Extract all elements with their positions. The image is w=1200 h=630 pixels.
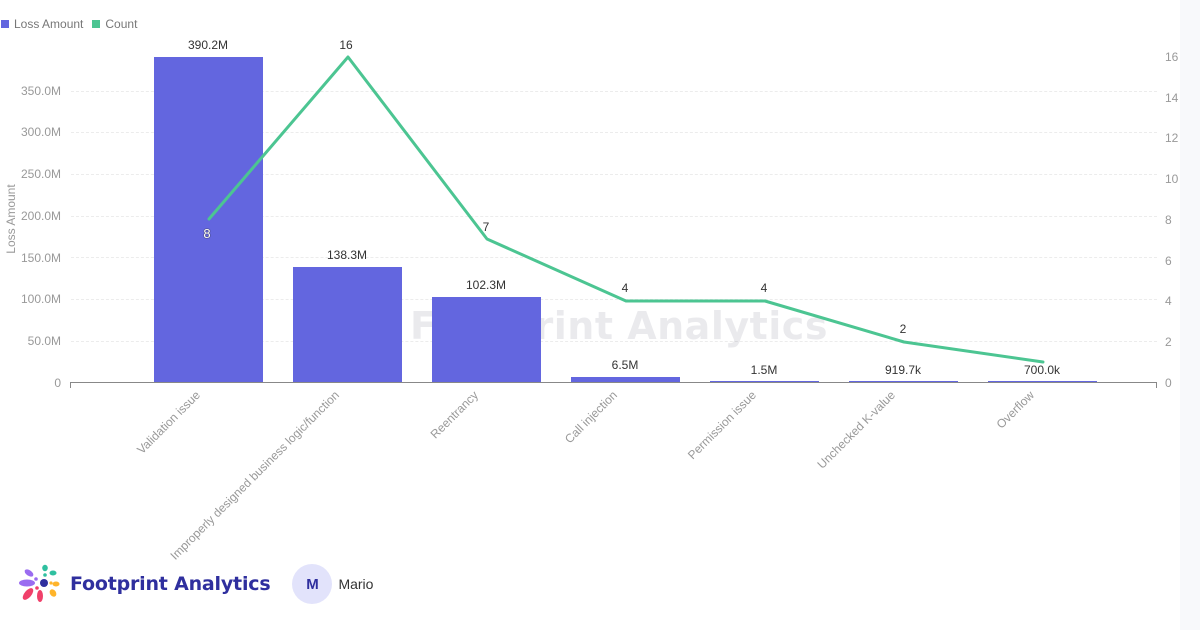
count-value-label: 2 [899, 322, 907, 336]
x-axis-line [70, 382, 1157, 383]
bar-value-label: 1.5M [750, 363, 778, 377]
footer: Footprint Analytics M Mario [18, 564, 373, 604]
author-name: Mario [338, 576, 374, 592]
count-value-label: 4 [621, 281, 629, 295]
y-axis-right-tick: 0 [1165, 376, 1172, 390]
x-axis-category-label: Improperly designed business logic/funct… [167, 388, 342, 563]
x-axis-tick [1156, 382, 1157, 388]
footprint-logo-icon [19, 564, 60, 602]
y-axis-right-tick: 10 [1165, 172, 1179, 186]
bar-value-label: 390.2M [187, 38, 229, 52]
x-axis-category-label: Validation issue [134, 388, 203, 457]
count-value-label: 8 [203, 226, 211, 241]
y-axis-right-tick: 6 [1165, 254, 1172, 268]
watermark: Footprint Analytics [346, 296, 828, 356]
y-axis-left-tick: 250.0M [20, 167, 61, 181]
y-axis-right-tick: 12 [1165, 131, 1179, 145]
y-axis-left-title: Loss Amount [4, 184, 18, 254]
avatar: M [292, 564, 333, 604]
y-axis-left-tick: 150.0M [20, 251, 61, 265]
y-axis-left-tick: 350.0M [20, 84, 61, 98]
legend-label: Count [105, 17, 138, 31]
brand-logo[interactable]: Footprint Analytics [18, 564, 271, 604]
y-axis-right-tick: 14 [1165, 91, 1179, 105]
bar-value-label: 700.0k [1023, 363, 1061, 377]
bar-unchecked-k-value[interactable] [849, 381, 958, 383]
count-value-label: 4 [760, 281, 768, 295]
bar-reentrancy[interactable] [432, 297, 541, 382]
count-value-label: 7 [482, 220, 490, 234]
x-axis-category-label: Reentrancy [427, 388, 481, 442]
y-axis-right-tick: 8 [1165, 213, 1172, 227]
legend-swatch-count [92, 20, 101, 28]
y-axis-left-tick: 50.0M [27, 334, 61, 348]
bar-value-label: 919.7k [884, 363, 922, 377]
y-axis-right-tick: 2 [1165, 335, 1172, 349]
y-axis-left-tick: 100.0M [20, 292, 61, 306]
y-axis-left-tick: 0 [54, 376, 61, 390]
chart-legend: Loss Amount Count [1, 17, 146, 31]
y-axis-right-tick: 16 [1165, 50, 1179, 64]
bar-value-label: 138.3M [326, 248, 368, 262]
bar-overflow[interactable] [988, 381, 1097, 383]
author-info[interactable]: M Mario [292, 564, 373, 604]
right-side-panel [1180, 0, 1200, 630]
legend-item-loss-amount[interactable]: Loss Amount [1, 17, 83, 31]
x-axis-category-label: Unchecked K-value [814, 388, 898, 472]
x-axis-category-label: Permission issue [684, 388, 759, 463]
bar-permission-issue[interactable] [710, 381, 819, 383]
y-axis-left-tick: 200.0M [20, 209, 61, 223]
y-axis-left-tick: 300.0M [20, 125, 61, 139]
bar-call-injection[interactable] [571, 377, 680, 382]
x-axis-category-label: Call injection [561, 388, 620, 447]
brand-name: Footprint Analytics [70, 573, 271, 595]
bar-improperly-designed-logic[interactable] [293, 267, 402, 382]
x-axis-category-label: Overflow [993, 388, 1037, 432]
bar-value-label: 6.5M [611, 358, 639, 372]
count-value-label: 16 [339, 38, 353, 52]
legend-swatch-loss-amount [1, 20, 9, 28]
bar-validation-issue[interactable] [154, 57, 263, 382]
legend-label: Loss Amount [14, 17, 84, 31]
x-axis-tick [70, 382, 71, 388]
bar-value-label: 102.3M [465, 278, 507, 292]
legend-item-count[interactable]: Count [92, 17, 137, 31]
y-axis-right-tick: 4 [1165, 294, 1172, 308]
